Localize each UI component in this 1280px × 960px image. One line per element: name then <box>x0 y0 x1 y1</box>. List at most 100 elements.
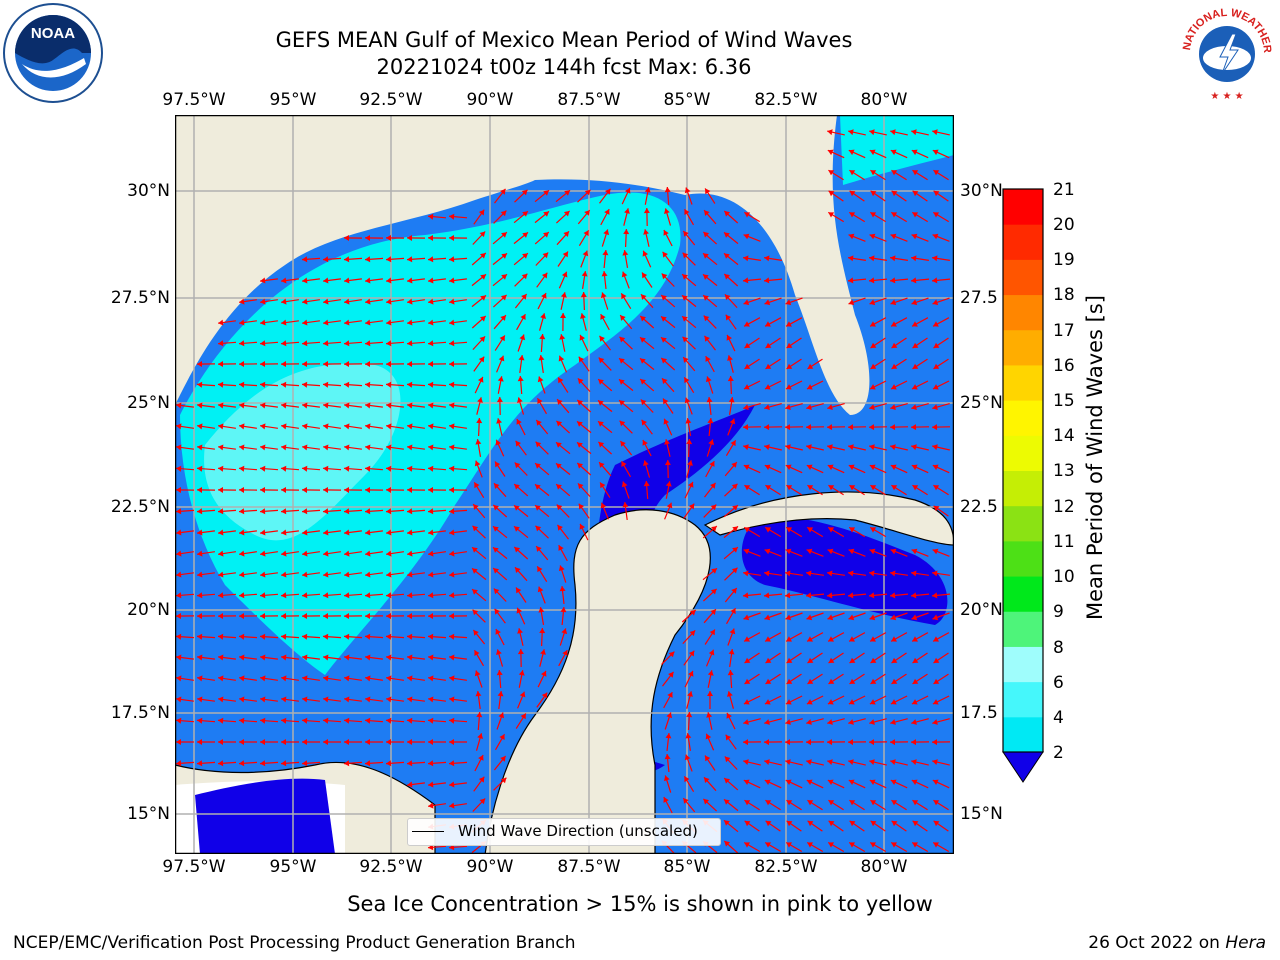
direction-arrow-head <box>682 316 688 322</box>
direction-arrow-head <box>197 592 203 599</box>
direction-arrow-head <box>765 485 772 491</box>
direction-arrow-head <box>869 719 875 725</box>
direction-arrow-head <box>577 421 583 427</box>
direction-arrow-head <box>849 170 856 176</box>
direction-arrow-head <box>911 299 918 306</box>
colorbar-tick: 11 <box>1053 532 1075 552</box>
direction-arrow-head <box>515 440 521 447</box>
direction-arrow-head <box>743 699 750 705</box>
direction-arrow-head <box>449 277 455 284</box>
graticule <box>175 115 954 854</box>
direction-arrow-head <box>260 465 266 472</box>
direction-arrow-head <box>344 529 350 536</box>
direction-arrow-head <box>479 798 486 805</box>
direction-arrow-head <box>428 235 433 241</box>
direction-arrow-head <box>744 384 750 390</box>
direction-arrow-head <box>473 630 479 636</box>
direction-arrow-head <box>933 170 940 176</box>
direction-arrow-head <box>475 691 482 697</box>
direction-arrow-head <box>344 423 350 430</box>
direction-arrow-head <box>449 696 455 703</box>
direction-arrow-head <box>428 423 434 430</box>
direction-arrow-head <box>386 633 392 640</box>
direction-arrow-head <box>687 691 693 697</box>
direction-arrow-head <box>281 739 286 745</box>
direction-arrow-head <box>407 381 413 388</box>
direction-arrow-head <box>560 292 567 298</box>
direction-arrow-head <box>744 842 750 848</box>
direction-arrow-head <box>197 760 203 767</box>
direction-arrow-head <box>764 277 770 284</box>
direction-arrow-head <box>218 487 223 493</box>
direction-arrow-head <box>932 464 939 471</box>
direction-arrow-head <box>480 316 486 322</box>
direction-arrow-head <box>260 444 266 451</box>
direction-arrow-head <box>323 340 329 347</box>
direction-arrow-head <box>365 277 371 284</box>
direction-arrow-head <box>344 633 350 640</box>
direction-arrow-head <box>517 376 524 382</box>
direction-arrow-head <box>663 418 670 425</box>
direction-arrow-head <box>407 298 413 305</box>
direction-arrow-head <box>911 149 918 156</box>
direction-arrow-head <box>428 592 434 599</box>
direction-arrow-head <box>663 797 669 803</box>
direction-arrow-head <box>870 363 877 369</box>
direction-arrow-head <box>323 675 329 682</box>
direction-arrow-head <box>912 657 919 663</box>
direction-arrow-head <box>521 294 527 300</box>
direction-arrow-head <box>537 398 543 404</box>
direction-arrow-head <box>605 188 611 195</box>
direction-arrow-head <box>428 696 434 703</box>
lat-tick-left: 15°N <box>127 804 170 824</box>
direction-arrow-head <box>932 424 938 431</box>
direction-arrow-head <box>912 485 919 491</box>
land-masses <box>175 491 954 854</box>
direction-arrow-head <box>493 547 499 553</box>
direction-arrow-head <box>539 334 546 340</box>
lon-tick-top: 97.5°W <box>162 90 226 110</box>
noaa-logo-text: NOAA <box>31 25 75 42</box>
direction-arrow-head <box>302 298 308 305</box>
direction-arrow-head <box>640 399 647 406</box>
colorbar-segment <box>1003 540 1043 577</box>
direction-arrow-head <box>827 570 833 577</box>
direction-arrow-head <box>710 504 717 511</box>
direction-arrow-head <box>558 545 564 551</box>
colorbar-tick: 21 <box>1053 180 1075 200</box>
colorbar-frame <box>1002 188 1044 753</box>
direction-arrow-head <box>281 361 286 367</box>
direction-arrow-head <box>407 592 413 599</box>
direction-arrow-head <box>665 481 672 487</box>
direction-arrow-head <box>619 358 625 364</box>
direction-arrow-head <box>765 678 772 684</box>
lat-tick-right: 20°N <box>960 600 1003 620</box>
direction-arrow-head <box>869 759 875 765</box>
direction-arrow-head <box>703 231 710 238</box>
direction-arrow-head <box>785 404 791 410</box>
direction-arrow-head <box>891 321 897 327</box>
direction-arrow-head <box>891 384 897 390</box>
direction-arrow-head <box>407 696 413 703</box>
yucatan-peninsula <box>484 509 711 854</box>
direction-arrow-head <box>472 609 479 616</box>
direction-arrow-head <box>703 274 709 280</box>
direction-arrow-head <box>562 251 568 258</box>
direction-arrow-head <box>281 571 287 578</box>
direction-arrow-head <box>687 460 693 466</box>
direction-arrow-head <box>743 739 748 746</box>
direction-arrow-head <box>428 340 434 347</box>
direction-arrow-head <box>744 363 751 369</box>
direction-arrow-head <box>428 444 434 451</box>
direction-arrow-head <box>848 464 855 471</box>
direction-arrow-head <box>599 462 605 468</box>
lon-tick-top: 95°W <box>269 90 317 110</box>
direction-arrow-head <box>344 444 350 451</box>
direction-arrow-head <box>577 463 583 469</box>
direction-arrow-head <box>807 820 814 827</box>
direction-arrow-head <box>365 340 371 347</box>
noaa-logo-icon: NOAA <box>3 3 103 103</box>
direction-arrow-head <box>449 319 455 326</box>
direction-arrow-head <box>344 571 350 578</box>
colorbar-under-triangle <box>1002 751 1044 783</box>
